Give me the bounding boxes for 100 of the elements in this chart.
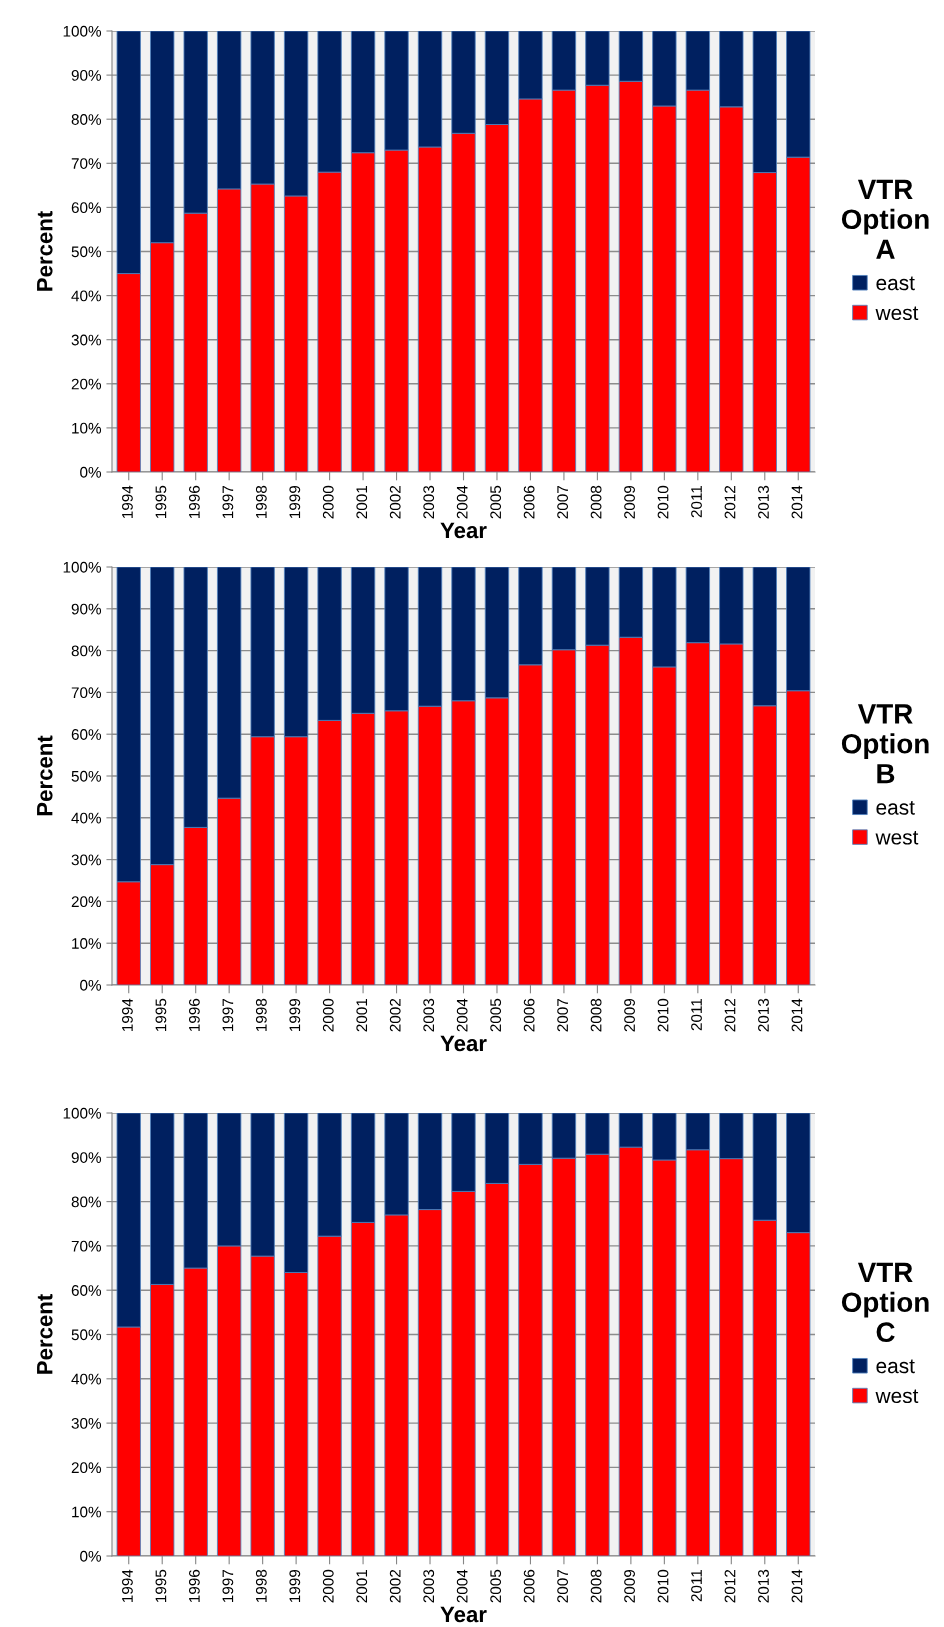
x-tick-label: 2008 bbox=[590, 998, 602, 1032]
x-tick-label: 2010 bbox=[657, 1569, 669, 1603]
x-tick-label: 2003 bbox=[423, 998, 435, 1032]
y-tick-label: 100% bbox=[63, 561, 102, 573]
y-tick-label: 10% bbox=[72, 422, 102, 434]
y-tick-label: 70% bbox=[71, 1240, 102, 1252]
x-tick-label: 2002 bbox=[389, 1569, 401, 1603]
y-tick-label: 60% bbox=[71, 1285, 102, 1296]
x-tick-label: 1997 bbox=[222, 998, 234, 1032]
x-tick-label: 1998 bbox=[255, 998, 267, 1032]
x-tick-label: 2004 bbox=[456, 998, 468, 1032]
x-tick-label: 2009 bbox=[624, 485, 635, 519]
y-tick-label: 20% bbox=[71, 1462, 102, 1474]
x-tick-label: 2012 bbox=[724, 998, 736, 1032]
y-tick-label: 40% bbox=[71, 812, 102, 824]
y-tick-label: 0% bbox=[80, 466, 102, 478]
x-tick-label: 2011 bbox=[691, 1569, 702, 1602]
x-tick-label: 1999 bbox=[289, 1569, 301, 1603]
x-tick-label: 2005 bbox=[490, 1569, 502, 1603]
x-tick-label: 1998 bbox=[255, 485, 267, 519]
legend-title: VTR Option C bbox=[841, 1262, 929, 1343]
y-axis-title: Percent bbox=[37, 735, 53, 816]
y-tick-label: 20% bbox=[71, 378, 102, 390]
y-tick-label: 70% bbox=[71, 687, 102, 699]
x-tick-label: 2014 bbox=[791, 1569, 803, 1603]
y-tick-label: 10% bbox=[72, 938, 102, 949]
x-tick-label: 1996 bbox=[188, 485, 200, 519]
y-tick-label: 90% bbox=[71, 603, 102, 615]
x-tick-label: 1995 bbox=[155, 1569, 167, 1603]
y-tick-label: 40% bbox=[71, 1373, 102, 1385]
x-tick-label: 2001 bbox=[356, 1569, 368, 1603]
x-tick-label: 2013 bbox=[758, 998, 769, 1032]
x-tick-label: 2006 bbox=[523, 1569, 535, 1603]
y-tick-label: 50% bbox=[71, 246, 102, 258]
y-tick-label: 80% bbox=[71, 645, 102, 657]
x-tick-label: 2007 bbox=[557, 485, 569, 519]
x-tick-label: 2014 bbox=[791, 998, 803, 1032]
x-tick-label: 1995 bbox=[155, 485, 167, 519]
x-tick-label: 2000 bbox=[322, 1569, 334, 1603]
legend-label: west bbox=[875, 306, 919, 321]
x-tick-label: 2008 bbox=[590, 1569, 602, 1603]
x-tick-label: 2013 bbox=[758, 1569, 769, 1603]
x-tick-label: 2002 bbox=[389, 998, 401, 1032]
y-tick-label: 90% bbox=[71, 1152, 102, 1163]
x-tick-label: 1996 bbox=[188, 998, 200, 1032]
x-tick-label: 2007 bbox=[557, 1569, 569, 1603]
x-tick-label: 2009 bbox=[624, 1569, 635, 1603]
legend-label: east bbox=[876, 1359, 915, 1374]
y-tick-label: 100% bbox=[63, 1107, 102, 1119]
x-axis-title: Year bbox=[440, 522, 487, 539]
x-tick-label: 2004 bbox=[456, 485, 468, 519]
x-tick-label: 1994 bbox=[122, 998, 133, 1032]
x-tick-label: 1994 bbox=[122, 485, 133, 519]
y-tick-label: 80% bbox=[71, 114, 102, 125]
legend-label: east bbox=[876, 801, 915, 815]
y-tick-label: 50% bbox=[71, 1329, 102, 1341]
x-tick-label: 1995 bbox=[155, 998, 167, 1032]
y-tick-label: 0% bbox=[80, 979, 102, 991]
y-tick-label: 30% bbox=[71, 1417, 102, 1429]
legend-label: west bbox=[875, 1389, 919, 1404]
x-tick-label: 2006 bbox=[523, 485, 535, 519]
y-tick-label: 60% bbox=[71, 729, 102, 740]
legend-title: VTR Option A bbox=[841, 179, 929, 259]
x-tick-label: 2011 bbox=[691, 485, 702, 518]
y-tick-label: 90% bbox=[71, 69, 102, 81]
x-axis-title: Year bbox=[440, 1606, 487, 1623]
x-tick-label: 1999 bbox=[289, 998, 301, 1032]
x-tick-label: 1998 bbox=[255, 1569, 267, 1603]
x-tick-label: 2010 bbox=[657, 485, 669, 519]
y-tick-label: 70% bbox=[71, 158, 102, 169]
x-tick-label: 2005 bbox=[490, 485, 502, 519]
x-tick-label: 2003 bbox=[423, 1569, 435, 1603]
x-tick-label: 1997 bbox=[222, 485, 234, 519]
x-tick-label: 1999 bbox=[289, 485, 301, 519]
legend-label: west bbox=[875, 830, 919, 845]
x-tick-label: 2008 bbox=[590, 485, 602, 519]
y-tick-label: 80% bbox=[71, 1196, 102, 1208]
x-tick-label: 2002 bbox=[389, 485, 401, 519]
y-axis-title: Percent bbox=[37, 1294, 53, 1374]
y-tick-label: 100% bbox=[63, 25, 102, 37]
x-tick-label: 2012 bbox=[724, 485, 736, 519]
x-tick-label: 2003 bbox=[423, 485, 435, 519]
x-tick-label: 2005 bbox=[490, 998, 502, 1032]
x-tick-label: 2006 bbox=[523, 998, 535, 1032]
y-tick-label: 30% bbox=[71, 854, 102, 866]
x-tick-label: 2011 bbox=[691, 998, 702, 1031]
y-axis-title: Percent bbox=[37, 211, 53, 291]
y-tick-label: 10% bbox=[72, 1506, 102, 1518]
y-tick-label: 60% bbox=[71, 202, 102, 214]
x-tick-label: 2004 bbox=[456, 1569, 468, 1603]
x-tick-label: 2013 bbox=[758, 485, 769, 519]
y-tick-label: 20% bbox=[71, 896, 102, 908]
x-tick-label: 2000 bbox=[322, 485, 334, 519]
y-tick-label: 50% bbox=[71, 770, 102, 782]
x-tick-label: 2012 bbox=[724, 1569, 736, 1603]
legend-label: east bbox=[876, 276, 915, 291]
x-tick-label: 2010 bbox=[657, 998, 669, 1032]
x-tick-label: 2001 bbox=[356, 998, 368, 1032]
x-tick-label: 2007 bbox=[557, 998, 569, 1032]
x-tick-label: 2009 bbox=[624, 998, 635, 1032]
